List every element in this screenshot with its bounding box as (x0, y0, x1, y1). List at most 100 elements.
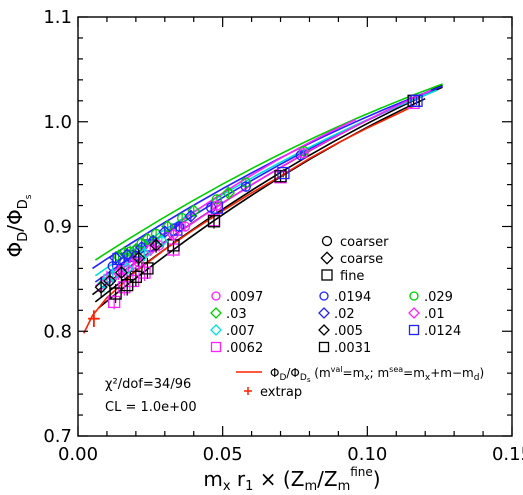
mass-legend-label: .007 (226, 324, 255, 339)
circle-marker (205, 202, 217, 213)
data-point (149, 238, 163, 253)
data-point (410, 94, 423, 107)
data-point (132, 249, 146, 267)
diamond-marker (97, 276, 111, 290)
x-tick-label: 0.15 (492, 444, 523, 465)
square-marker (274, 170, 287, 183)
y-tick-label: 1.0 (43, 112, 72, 133)
fit-curve (94, 83, 443, 261)
cl-annotation: CL = 1.0e+00 (105, 400, 197, 415)
circle-marker (409, 291, 419, 301)
data-point (161, 219, 175, 234)
data-point (108, 294, 121, 310)
mass-legend-label: .03 (226, 307, 247, 322)
diamond-marker (94, 280, 108, 294)
mass-legend-item: .0031 (318, 341, 371, 356)
data-point (179, 221, 191, 232)
circle-marker (295, 150, 306, 161)
diamond-marker (166, 228, 181, 242)
diamond-marker (111, 266, 126, 280)
x-tick-label: 0.10 (347, 444, 387, 465)
data-point (138, 264, 151, 281)
mass-legend-label: .0031 (334, 341, 371, 356)
physical-curve (83, 105, 414, 334)
diamond-marker (155, 234, 169, 248)
square-marker (210, 341, 222, 353)
x-axis-label: mx r1 × (Zm/Zmfine) (203, 465, 380, 494)
data-point (240, 181, 251, 192)
mass-legend-label: .0124 (424, 324, 461, 339)
data-point (111, 265, 126, 280)
data-point (221, 186, 235, 200)
square-marker (410, 94, 423, 107)
circle-marker (319, 291, 329, 301)
tick-labels-layer: 0.00 0.05 0.10 0.15 0.7 0.8 0.9 1.0 1.1 (43, 7, 523, 465)
circle-marker (298, 148, 309, 159)
y-tick-label: 0.8 (43, 321, 72, 342)
circle-marker (211, 200, 223, 211)
diamond-marker (135, 240, 149, 254)
square-marker (108, 295, 121, 309)
mass-legend-item: .005 (318, 324, 363, 339)
physical-curve-legend: ΦD/ΦDs (mval=mx; msea=mx+m−md) extrap (236, 365, 484, 400)
data-point (103, 271, 117, 291)
extrap-legend-label: extrap (260, 385, 302, 400)
legend-fine: fine (340, 269, 364, 284)
diamond-marker (103, 274, 117, 288)
data-point (109, 251, 123, 265)
mass-legend-item: .007 (210, 324, 255, 339)
mass-legend-label: .029 (424, 290, 453, 305)
diamond-marker (318, 307, 330, 319)
chi2-annotation: χ²/dof=34/96 (105, 377, 191, 392)
data-point (118, 278, 131, 296)
data-point (211, 200, 223, 211)
square-marker (408, 324, 420, 336)
data-point (207, 213, 221, 229)
mass-legend-item: .01 (408, 307, 445, 322)
diamond-marker (184, 209, 198, 223)
legend-diamond-icon (320, 251, 334, 265)
mass-legend-item: .0194 (319, 290, 371, 305)
mass-legend-label: .0062 (226, 341, 263, 356)
mass-legend-label: .02 (334, 307, 355, 322)
y-tick-label: 0.9 (43, 217, 72, 238)
square-marker (118, 281, 131, 294)
diamond-marker (158, 225, 172, 239)
mass-legend: .0097 .0194 .029 .03 .02 .01 .007 .005 .0124 .006… (210, 290, 461, 356)
physical-curve-legend-label: ΦD/ΦDs (mval=mx; msea=mx+m−md) (270, 365, 484, 384)
x-tick-label: 0.00 (58, 444, 98, 465)
mass-legend-label: .01 (424, 307, 445, 322)
mass-legend-item: .0062 (210, 341, 263, 356)
diamond-marker (138, 247, 152, 261)
mass-legend-label: .0097 (226, 290, 263, 305)
square-marker (141, 262, 154, 275)
mass-legend-item: .0124 (408, 324, 461, 339)
diamond-marker (318, 324, 330, 336)
data-point (141, 257, 154, 279)
legend-coarse: coarse (340, 252, 383, 267)
diamond-marker (210, 324, 222, 336)
circle-marker (240, 181, 251, 192)
data-point (205, 202, 217, 213)
y-axis-label: ΦD/ΦDs (3, 194, 34, 257)
data-point (109, 284, 122, 303)
diamond-marker (109, 251, 123, 265)
data-point (129, 267, 143, 287)
legend-circle-icon (321, 235, 333, 247)
fit-curve (92, 85, 443, 270)
extrap-point (88, 310, 100, 328)
data-point (277, 166, 290, 180)
data-point (166, 228, 181, 242)
diamond-marker (120, 248, 134, 262)
data-points-layer (88, 94, 423, 328)
data-point (94, 276, 108, 298)
extrap-legend-icon (244, 387, 252, 395)
mass-legend-item: .02 (318, 307, 355, 322)
ensemble-legend: coarser coarse fine (320, 235, 389, 284)
data-point (121, 274, 134, 296)
diamond-marker (408, 307, 420, 319)
mass-legend-label: .0194 (334, 290, 371, 305)
diamond-marker (120, 261, 134, 275)
mass-legend-item: .03 (210, 307, 247, 322)
data-point (298, 148, 309, 159)
